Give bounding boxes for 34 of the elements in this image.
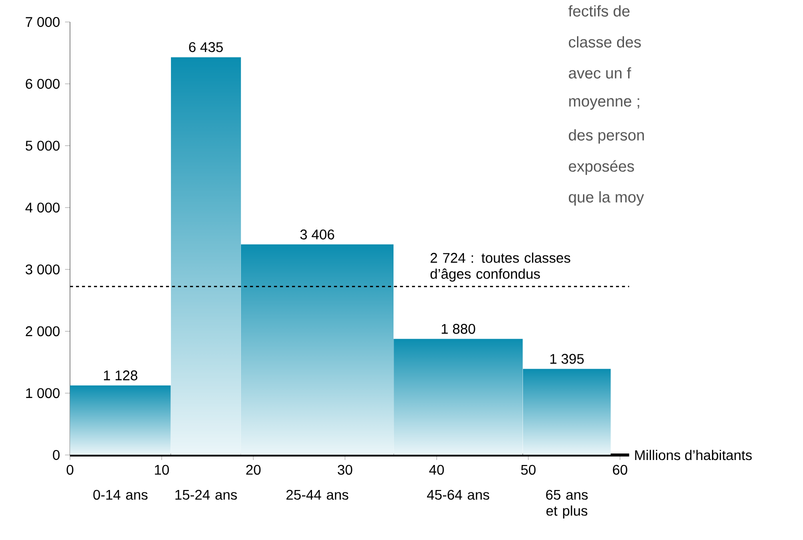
y-tick-label: 4 000: [25, 202, 60, 213]
category-label: 45-64 ans: [427, 490, 490, 500]
ref-line-label: 2 724 : toutes classes d’âges confondus: [430, 252, 570, 282]
annotation: moyenne ;: [569, 98, 640, 110]
annotation: que la moy: [568, 191, 644, 206]
annotation: avec un f: [568, 67, 632, 79]
category-label: 0-14 ans: [93, 490, 148, 500]
data-label: 1 395: [550, 354, 584, 364]
annotation: des person: [568, 129, 644, 144]
text: fectifs de: [568, 5, 630, 17]
x-tick-label: 30: [338, 464, 352, 475]
x-tick-label: 40: [429, 464, 444, 475]
data-label: 6 435: [189, 42, 223, 52]
x-tick-label: 10: [154, 464, 169, 475]
x-tick-label: 60: [612, 464, 628, 475]
x-tick-label: 20: [246, 464, 261, 475]
x-tick-label: 0: [66, 464, 74, 475]
data-label: 3 406: [300, 230, 334, 240]
y-tick-label: 0: [52, 450, 60, 460]
annotation: exposées: [568, 160, 634, 175]
category-label: 25-44 ans: [286, 490, 348, 500]
category-label: 65 ans et plus: [546, 490, 588, 519]
category-label: 15-24 ans: [175, 490, 237, 500]
x-tick-label: 50: [521, 464, 536, 475]
y-tick-label: 5 000: [26, 140, 60, 151]
y-tick-label: 3 000: [26, 264, 60, 274]
y-tick-label: 1 000: [26, 388, 60, 398]
y-tick-label: 7 000: [26, 17, 60, 27]
y-tick-label: 2 000: [26, 326, 60, 336]
x-axis-title: Millions d’habitants: [635, 450, 752, 460]
data-label: 1 880: [442, 324, 476, 334]
y-tick-label: 6 000: [26, 78, 60, 89]
annotation: classe des: [568, 36, 641, 48]
data-label: 1 128: [104, 370, 138, 380]
